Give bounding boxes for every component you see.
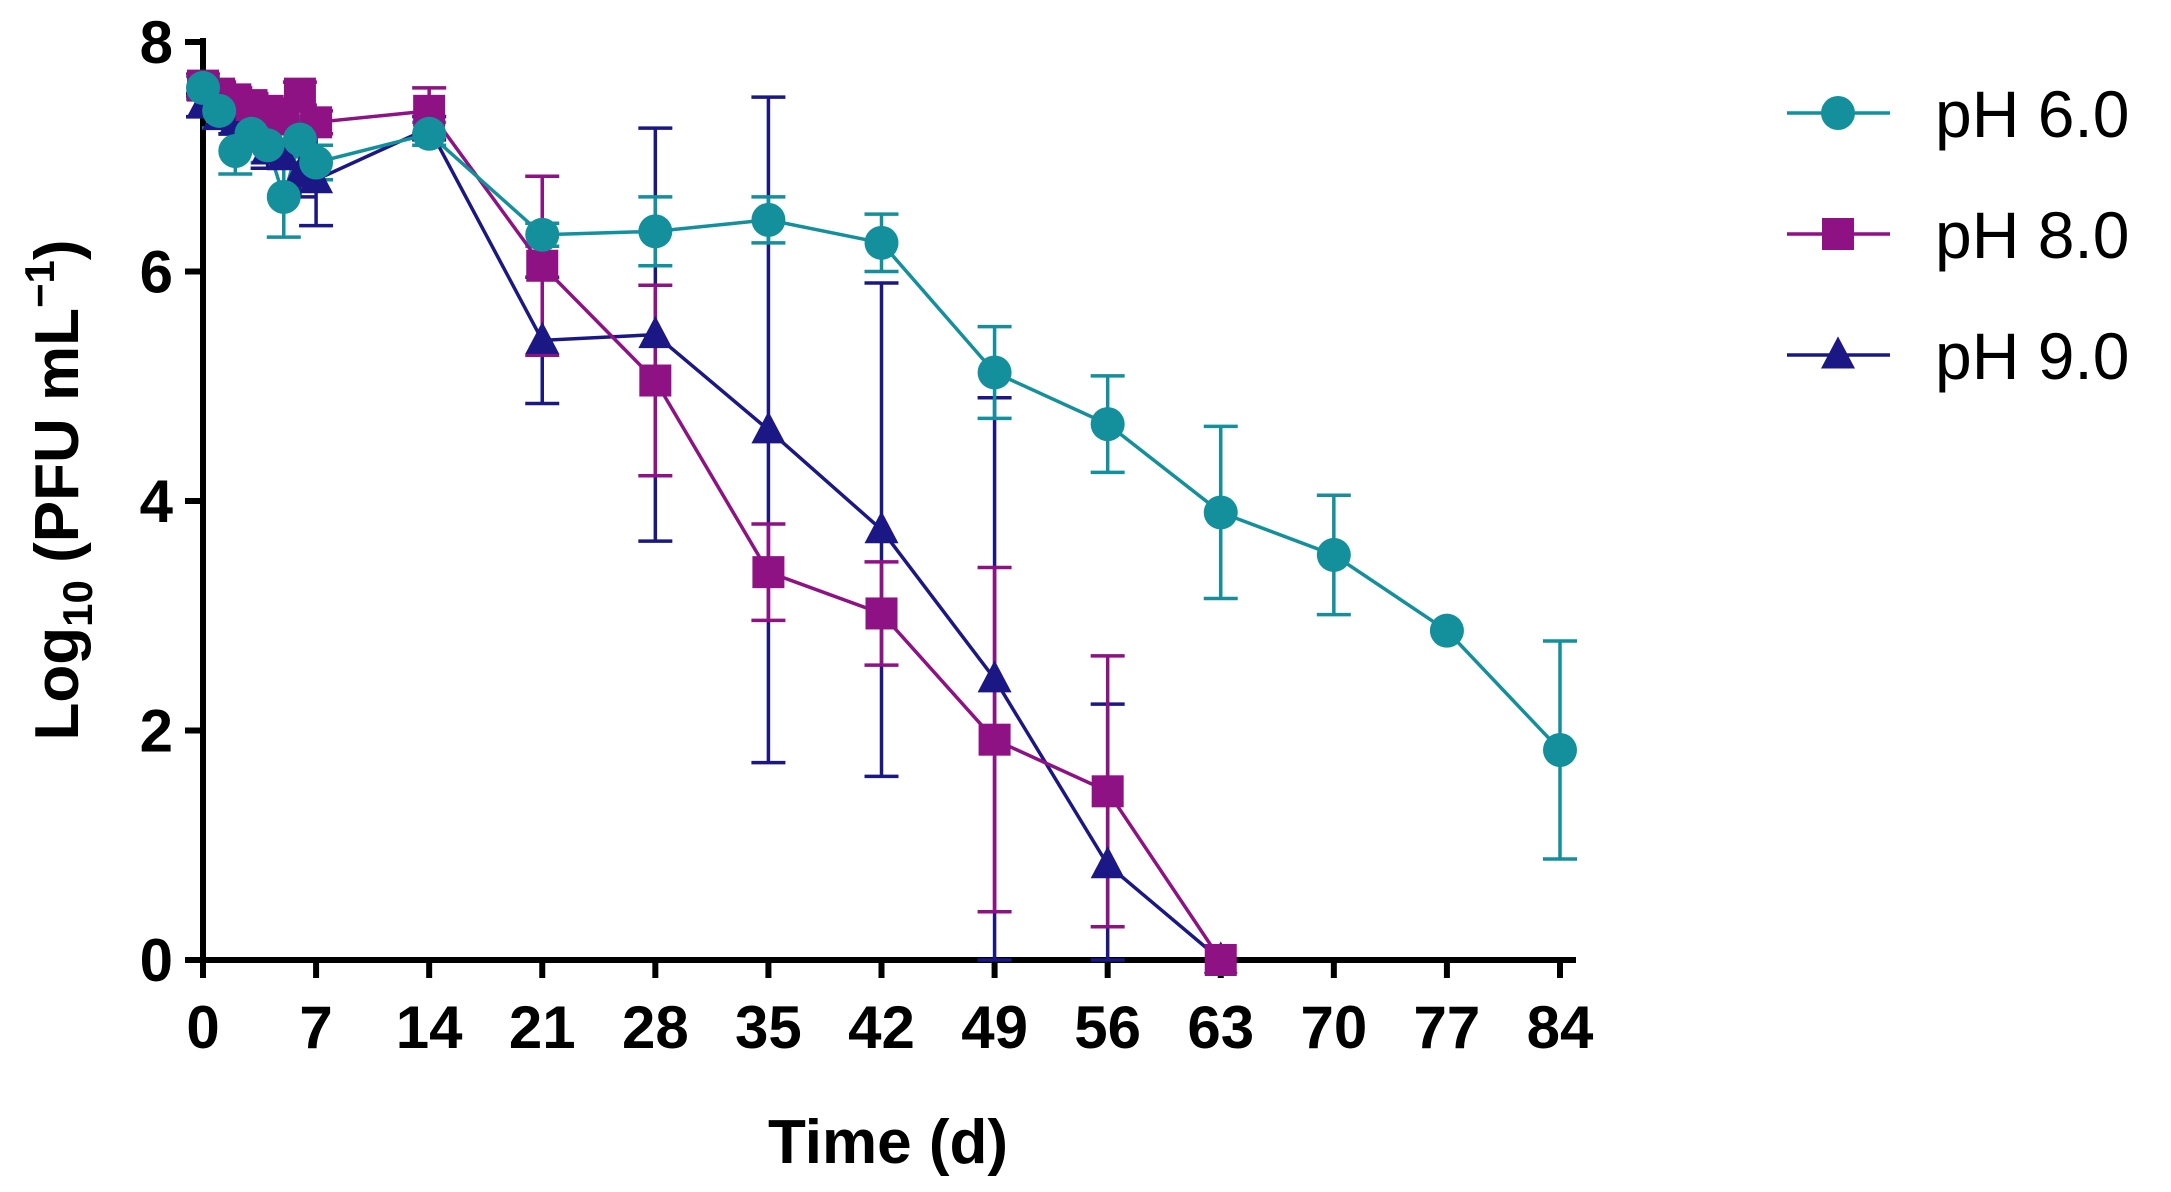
data-point-ph-8-0 (978, 723, 1011, 756)
y-tick-label: 4 (140, 468, 174, 535)
data-point-ph-9-0 (638, 316, 673, 349)
x-tick-label: 35 (735, 994, 802, 1061)
x-tick-label: 56 (1074, 994, 1141, 1061)
legend: pH 6.0 pH 8.0 pH 9.0 (1787, 77, 2129, 393)
data-point-ph-8-0 (639, 364, 672, 397)
data-point-ph-8-0 (526, 249, 559, 282)
x-tick-label: 84 (1527, 994, 1594, 1061)
data-point-ph-8-0 (1091, 775, 1124, 808)
y-tick-label: 6 (140, 239, 173, 306)
y-axis-title: Log10 (PFU mL−1) (16, 240, 101, 741)
data-point-ph-6-0 (751, 202, 786, 237)
legend-marker-ph-6-0 (1821, 96, 1855, 130)
legend-marker-ph-8-0 (1822, 218, 1854, 250)
y-axis-title-pre: Log (23, 627, 92, 741)
data-point-ph-6-0 (1316, 537, 1351, 572)
data-point-ph-9-0 (266, 138, 301, 171)
data-point-ph-6-0 (299, 145, 334, 180)
y-tick-label: 8 (140, 9, 173, 76)
legend-label-ph-6-0: pH 6.0 (1935, 77, 2129, 151)
y-axis-title-mid: (PFU mL (23, 308, 92, 580)
x-tick-label: 70 (1300, 994, 1367, 1061)
data-point-ph-6-0 (1203, 495, 1238, 530)
y-tick-label: 0 (140, 927, 173, 994)
data-point-ph-6-0 (266, 179, 301, 214)
data-point-ph-8-0 (752, 556, 785, 589)
legend-marker-ph-9-0 (1821, 336, 1855, 369)
x-tick-label: 28 (622, 994, 689, 1061)
data-point-ph-6-0 (1429, 613, 1464, 648)
data-point-ph-6-0 (638, 214, 673, 249)
data-markers (186, 69, 1577, 976)
data-point-ph-9-0 (864, 511, 899, 544)
data-point-ph-9-0 (751, 411, 786, 444)
x-tick-label: 77 (1414, 994, 1481, 1061)
series-line-ph-8-0 (202, 84, 1223, 961)
y-axis-title-post: ) (23, 240, 92, 261)
data-point-ph-9-0 (1090, 846, 1125, 879)
x-tick-label: 7 (299, 994, 332, 1061)
data-point-ph-6-0 (202, 93, 237, 128)
data-point-ph-6-0 (412, 116, 447, 151)
x-tick-label: 42 (848, 994, 915, 1061)
x-tick-label: 49 (961, 994, 1028, 1061)
data-point-ph-6-0 (250, 128, 285, 163)
data-point-ph-6-0 (1090, 407, 1125, 442)
data-point-ph-6-0 (1543, 733, 1577, 768)
y-tick-label: 2 (140, 698, 173, 765)
data-point-ph-6-0 (977, 355, 1012, 390)
data-point-ph-9-0 (525, 321, 560, 354)
series-line-ph-9-0 (201, 103, 1222, 962)
x-tick-label: 14 (396, 994, 463, 1061)
y-axis-title-sup: −1 (16, 260, 63, 308)
x-tick-label: 21 (509, 994, 576, 1061)
x-tick-label: 63 (1187, 994, 1254, 1061)
y-axis-title-sub: 10 (54, 580, 101, 627)
legend-label-ph-8-0: pH 8.0 (1935, 198, 2129, 272)
data-point-ph-8-0 (1204, 944, 1237, 976)
data-point-ph-6-0 (525, 217, 560, 252)
x-tick-label: 0 (186, 994, 219, 1061)
data-point-ph-8-0 (283, 77, 316, 110)
axes: 0 2 4 6 8 0 7 14 21 28 35 42 49 56 63 70 77 84 (140, 9, 1594, 1061)
data-point-ph-6-0 (864, 225, 899, 260)
data-point-ph-9-0 (977, 660, 1012, 693)
data-point-ph-8-0 (865, 597, 898, 630)
x-axis-title: Time (d) (768, 1108, 1008, 1177)
legend-label-ph-9-0: pH 9.0 (1935, 319, 2129, 393)
